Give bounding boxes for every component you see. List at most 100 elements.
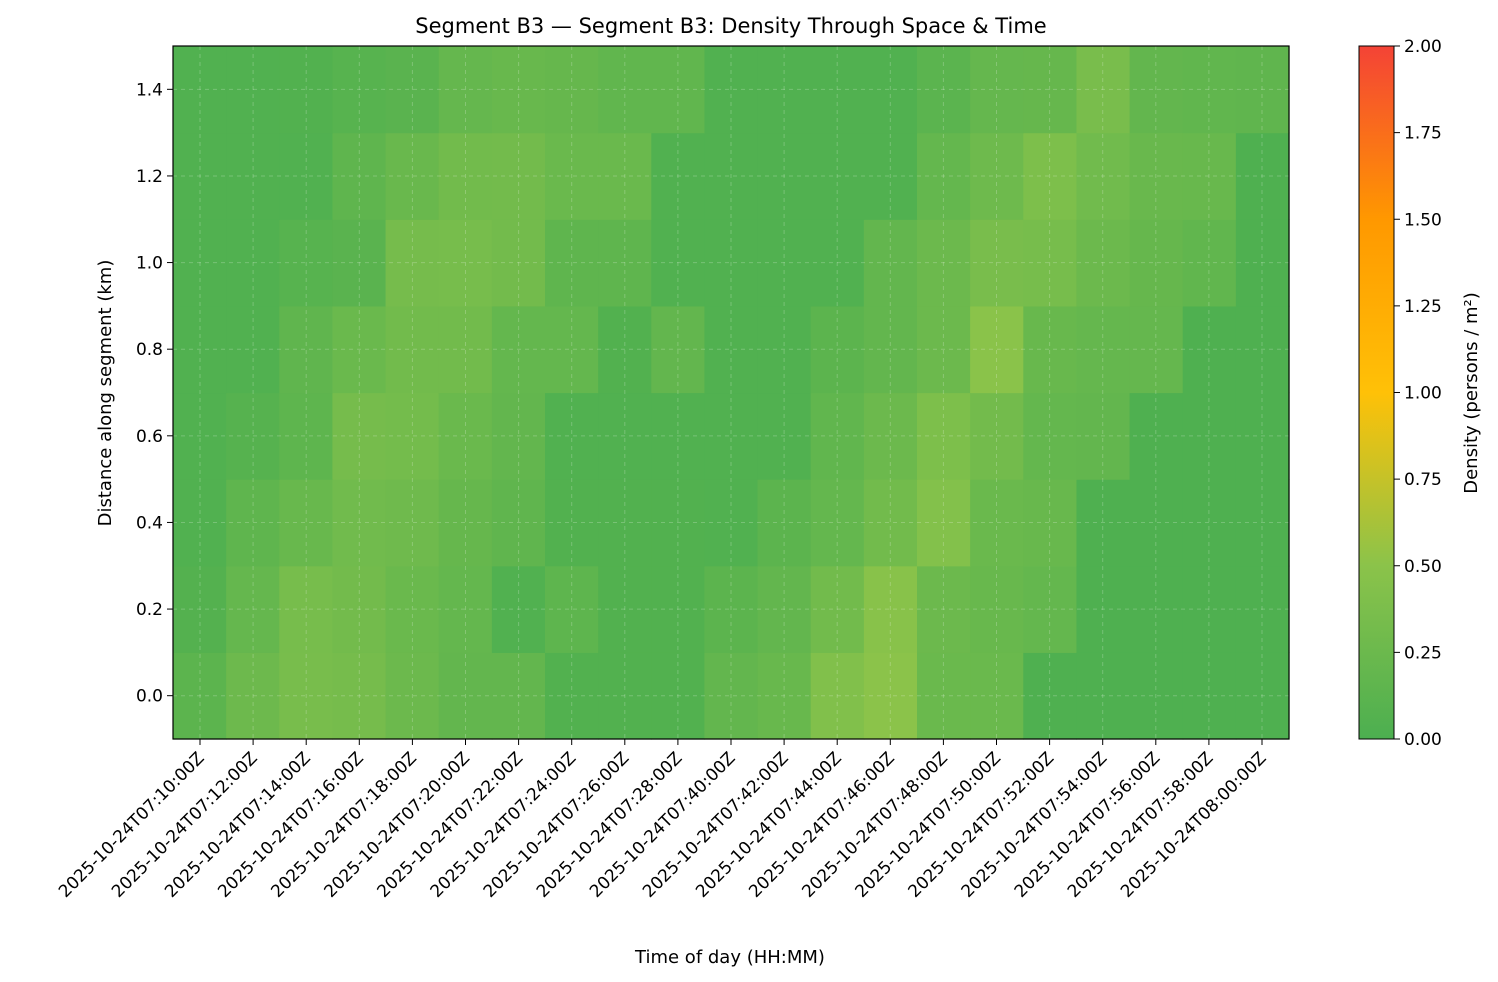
colorbar-tick-label: 0.25	[1404, 643, 1442, 663]
heatmap-cell	[1076, 392, 1131, 480]
heatmap-cell	[651, 392, 706, 480]
heatmap-cell	[1076, 46, 1131, 134]
heatmap-cell	[385, 132, 440, 220]
colorbar-ticks: 0.00 0.25 0.50 0.75 1.00 1.25 1.50 1.75 2.00	[1394, 37, 1442, 750]
heatmap-cell	[1129, 392, 1184, 480]
colorbar-tick-label: 1.75	[1404, 124, 1442, 144]
heatmap-cell	[279, 392, 334, 480]
heatmap-cell	[810, 46, 865, 134]
heatmap-cell	[385, 46, 440, 134]
heatmap-cell	[1076, 652, 1131, 740]
heatmap-cell	[1235, 652, 1290, 740]
heatmap-cell	[1076, 305, 1131, 394]
heatmap-cell	[651, 565, 706, 653]
heatmap-cell	[1023, 565, 1078, 653]
heatmap-cell	[491, 652, 546, 740]
heatmap-cell	[545, 132, 599, 220]
heatmap-cell	[1182, 46, 1237, 134]
y-tick-label: 1.2	[136, 167, 163, 187]
heatmap-cell	[332, 132, 387, 220]
heatmap-cell	[1235, 565, 1290, 653]
heatmap-cell	[757, 392, 812, 480]
heatmap-cell	[810, 565, 865, 653]
heatmap-cell	[1076, 219, 1131, 307]
colorbar-tick-label: 1.00	[1404, 384, 1442, 404]
heatmap-cell	[332, 652, 387, 740]
heatmap-cell	[704, 46, 759, 134]
heatmap-cell	[385, 305, 440, 394]
heatmap-cell	[917, 305, 971, 394]
heatmap-cell	[598, 219, 652, 307]
heatmap-cell	[704, 132, 759, 220]
heatmap-cell	[491, 305, 546, 394]
heatmap-cell	[438, 652, 493, 740]
heatmap-cell	[917, 652, 971, 740]
heatmap-cell	[863, 132, 918, 220]
colorbar-tick-label: 1.25	[1404, 297, 1442, 317]
heatmap-cell	[704, 392, 759, 480]
heatmap-cell	[863, 305, 918, 394]
heatmap-cell	[438, 305, 493, 394]
colorbar-tick-label: 2.00	[1404, 37, 1442, 57]
heatmap-cell	[1023, 392, 1078, 480]
heatmap-cell	[332, 305, 387, 394]
heatmap-cell	[226, 305, 280, 394]
heatmap-cell	[1182, 132, 1237, 220]
heatmap-cell	[704, 652, 759, 740]
heatmap-cell	[1076, 132, 1131, 220]
heatmap-cell	[598, 392, 652, 480]
heatmap-cell	[545, 652, 599, 740]
heatmap-cell	[1235, 479, 1290, 567]
heatmap-cell	[1182, 392, 1237, 480]
heatmap-cell	[438, 132, 493, 220]
heatmap-cell	[1129, 565, 1184, 653]
heatmap-cell	[757, 652, 812, 740]
heatmap-cell	[173, 132, 227, 220]
heatmap-cell	[491, 479, 546, 567]
heatmap-cell	[598, 565, 652, 653]
y-tick-label: 0.8	[136, 340, 163, 360]
heatmap-cell	[226, 132, 280, 220]
chart-title: Segment B3 — Segment B3: Density Through…	[415, 14, 1046, 38]
heatmap-cell	[1076, 479, 1131, 567]
x-axis-ticks: 2025-10-24T07:10:00Z2025-10-24T07:12:00Z…	[55, 739, 1271, 902]
heatmap-cell	[1023, 305, 1078, 394]
heatmap-cell	[598, 132, 652, 220]
heatmap-cell	[1235, 46, 1290, 134]
y-axis-ticks: 0.0 0.2 0.4 0.6 0.8 1.0 1.2 1.4	[136, 80, 173, 707]
heatmap-cell	[1235, 392, 1290, 480]
heatmap-cell	[1182, 305, 1237, 394]
heatmap-cell	[173, 565, 227, 653]
heatmap-cell	[491, 565, 546, 653]
heatmap-cell	[704, 305, 759, 394]
heatmap-cell	[1076, 565, 1131, 653]
y-axis-label: Distance along segment (km)	[95, 260, 116, 527]
y-tick-label: 0.4	[136, 513, 163, 533]
heatmap-cell	[917, 132, 971, 220]
heatmap-cell	[385, 219, 440, 307]
heatmap-cell	[598, 479, 652, 567]
heatmap-cell	[863, 46, 918, 134]
heatmap-cell	[1235, 219, 1290, 307]
heatmap-cell	[173, 46, 227, 134]
heatmap-cell	[491, 219, 546, 307]
heatmap-cell	[1235, 305, 1290, 394]
heatmap-cell	[863, 565, 918, 653]
heatmap-cell	[173, 219, 227, 307]
heatmap-cell	[173, 305, 227, 394]
heatmap-cell	[226, 46, 280, 134]
heatmap-cell	[279, 479, 334, 567]
heatmap-cell	[332, 219, 387, 307]
heatmap-cell	[545, 392, 599, 480]
heatmap-cell	[863, 392, 918, 480]
heatmap-cell	[385, 479, 440, 567]
heatmap-cell	[438, 565, 493, 653]
heatmap-cell	[810, 132, 865, 220]
colorbar	[1358, 45, 1395, 740]
y-tick-label: 1.0	[136, 254, 163, 274]
heatmap-cell	[1235, 132, 1290, 220]
heatmap-cell	[332, 479, 387, 567]
colorbar-tick-label: 1.50	[1404, 210, 1442, 230]
heatmap-cell	[545, 46, 599, 134]
heatmap-cell	[970, 652, 1024, 740]
